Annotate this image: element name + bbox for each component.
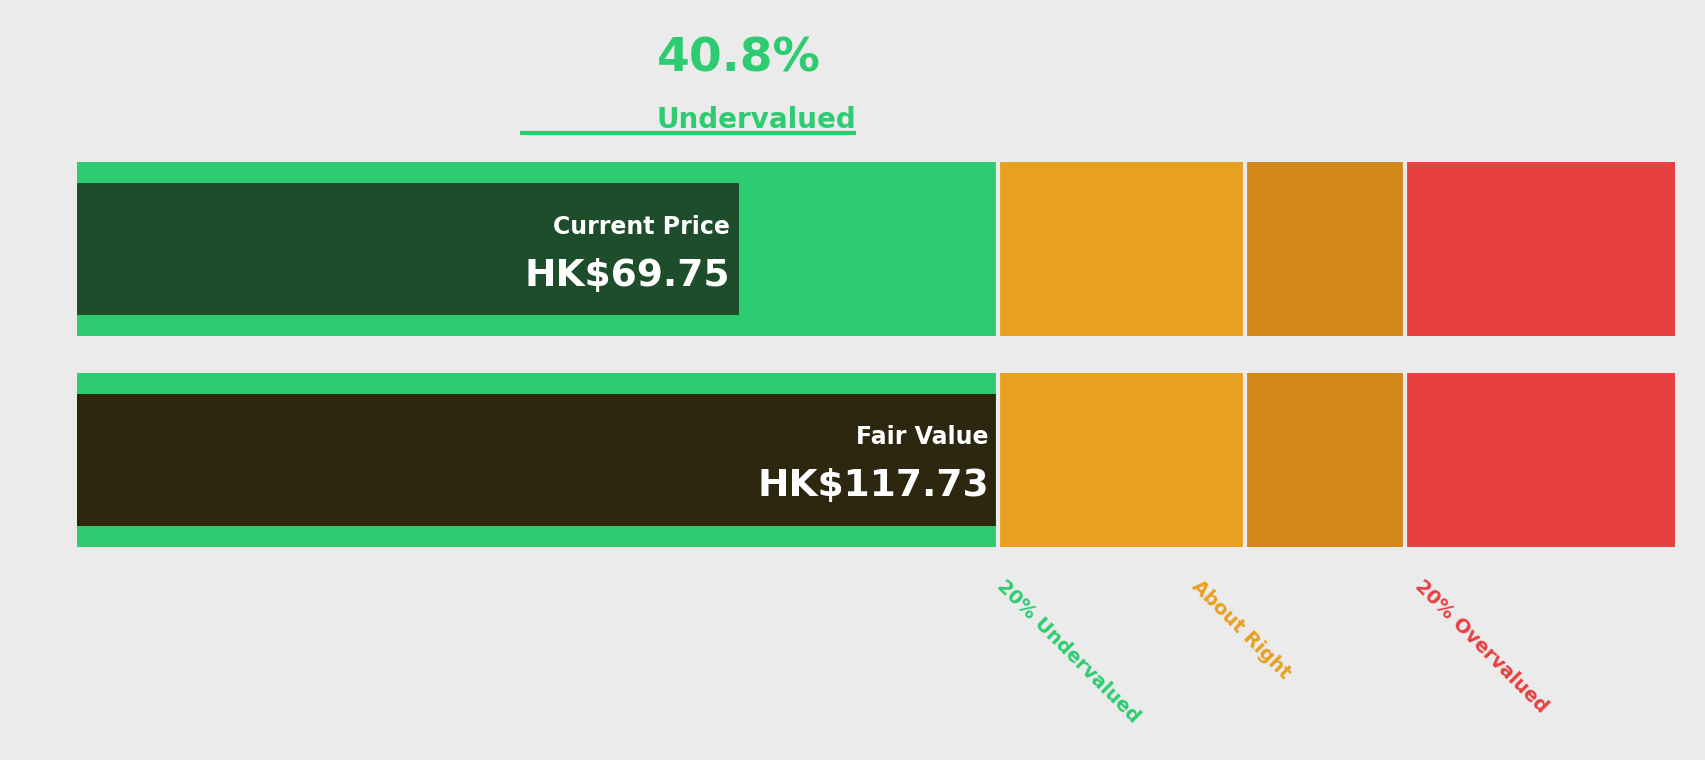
Bar xyxy=(77,394,997,526)
Bar xyxy=(997,373,1245,546)
Bar xyxy=(1245,163,1405,336)
Text: Fair Value: Fair Value xyxy=(856,426,989,449)
Bar xyxy=(77,183,738,315)
Bar xyxy=(77,373,997,546)
Bar xyxy=(997,163,1245,336)
Text: HK$69.75: HK$69.75 xyxy=(523,258,730,293)
Text: Undervalued: Undervalued xyxy=(656,106,856,134)
Text: 40.8%: 40.8% xyxy=(656,36,820,81)
Text: About Right: About Right xyxy=(1187,576,1292,682)
Bar xyxy=(1245,373,1405,546)
Text: 20% Undervalued: 20% Undervalued xyxy=(992,576,1142,727)
Bar xyxy=(1405,373,1674,546)
Bar xyxy=(77,163,997,336)
Text: 20% Overvalued: 20% Overvalued xyxy=(1410,576,1552,716)
Text: HK$117.73: HK$117.73 xyxy=(757,468,989,504)
Text: Current Price: Current Price xyxy=(552,215,730,239)
Bar xyxy=(1405,163,1674,336)
